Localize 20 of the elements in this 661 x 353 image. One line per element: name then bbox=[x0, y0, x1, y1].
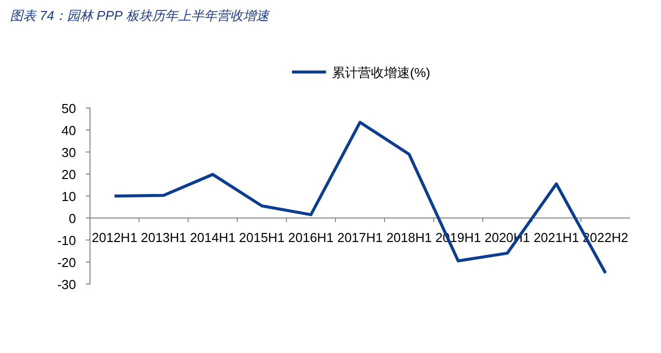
y-tick-label: -30 bbox=[57, 277, 76, 292]
x-tick-label: 2014H1 bbox=[190, 230, 236, 245]
x-tick-label: 2012H1 bbox=[92, 230, 138, 245]
x-tick-label: 2021H1 bbox=[534, 230, 580, 245]
y-tick-label: 30 bbox=[62, 145, 76, 160]
x-tick-label: 2016H1 bbox=[288, 230, 334, 245]
y-tick-label: 10 bbox=[62, 189, 76, 204]
x-tick-label: 2015H1 bbox=[239, 230, 285, 245]
y-tick-label: -20 bbox=[57, 255, 76, 270]
title: 图表 74：园林 PPP 板块历年上半年营收增速 bbox=[10, 8, 269, 23]
x-tick-label: 2018H1 bbox=[386, 230, 432, 245]
legend: 累计营收增速(%) bbox=[292, 65, 430, 80]
y-tick-label: 20 bbox=[62, 167, 76, 182]
x-tick-label: 2013H1 bbox=[140, 230, 186, 245]
x-tick-label: 2017H1 bbox=[337, 230, 383, 245]
y-tick-label: 50 bbox=[62, 101, 76, 116]
y-tick-label: 40 bbox=[62, 123, 76, 138]
y-tick-label: 0 bbox=[68, 211, 76, 226]
legend-label: 累计营收增速(%) bbox=[332, 65, 430, 80]
y-tick-label: -10 bbox=[57, 233, 76, 248]
